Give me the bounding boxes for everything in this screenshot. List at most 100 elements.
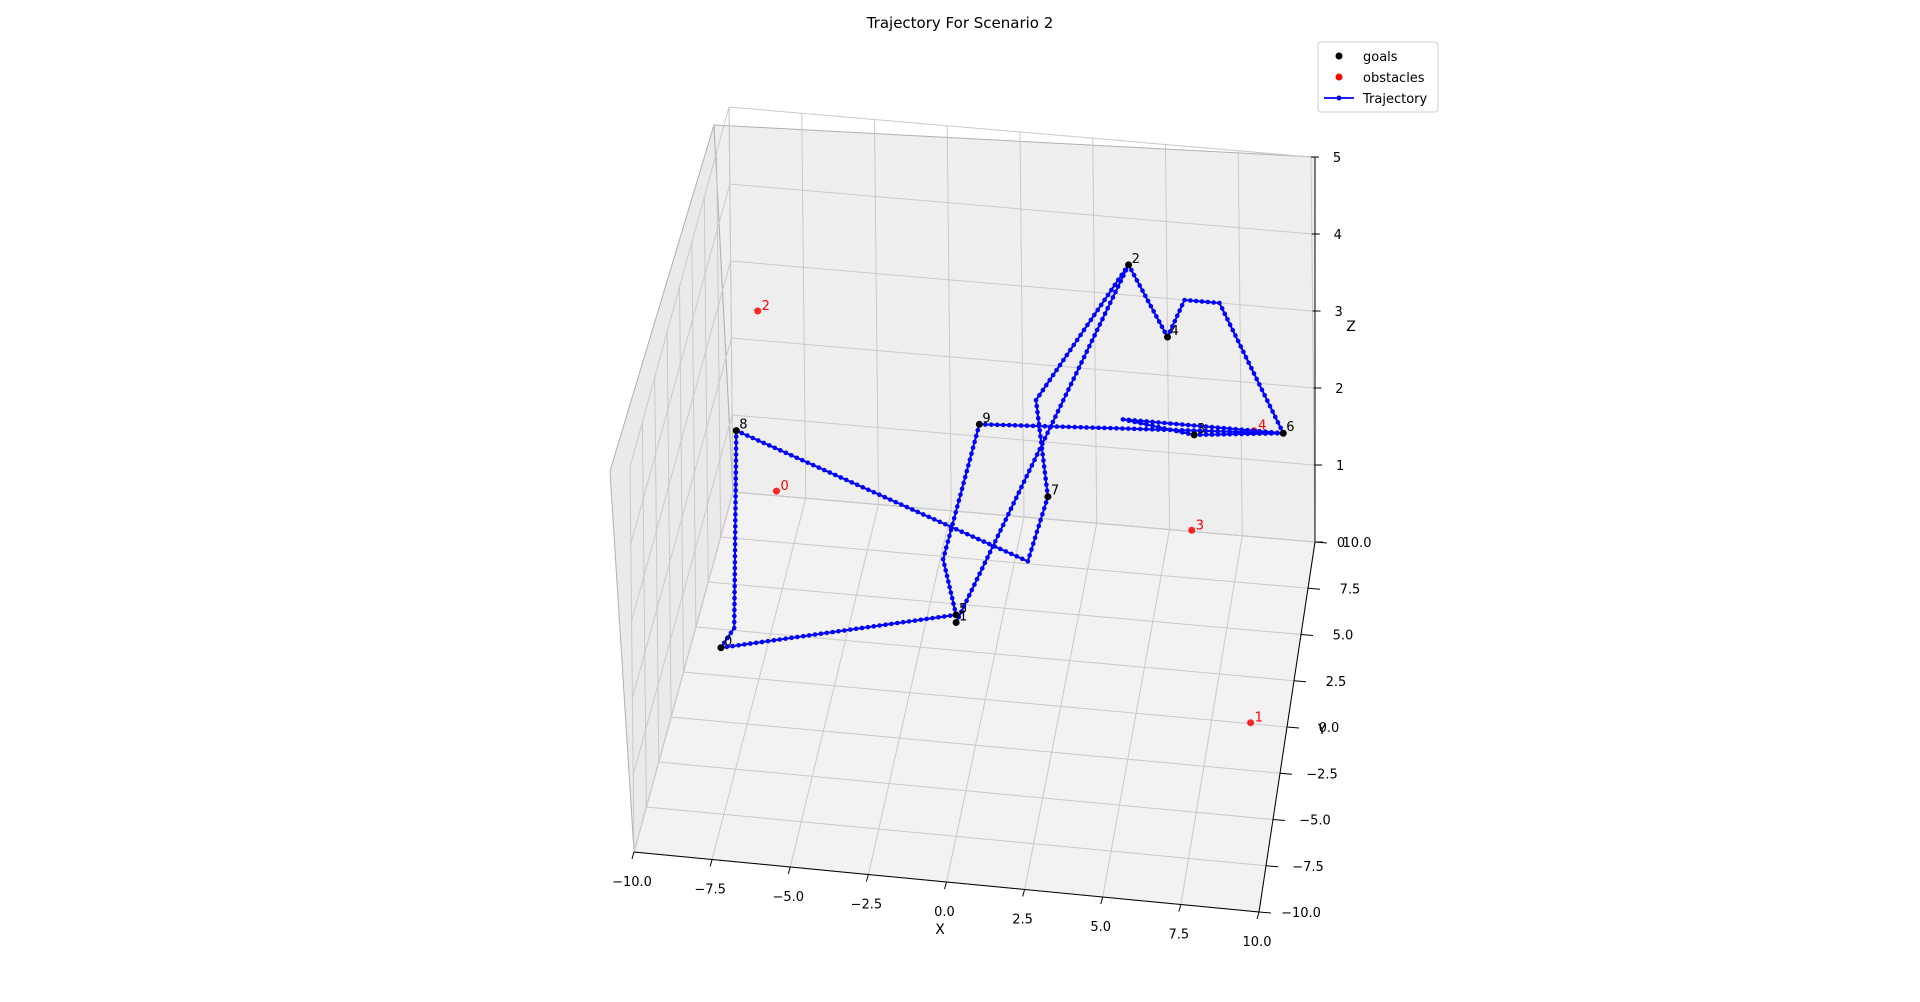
trajectory-point (981, 539, 987, 544)
trajectory-point (1038, 517, 1043, 523)
grid-line-z (629, 106, 1312, 468)
trajectory-point (1037, 427, 1043, 433)
trajectory-point (1162, 420, 1167, 426)
trajectory-point (974, 576, 980, 582)
trajectory-point (1197, 423, 1203, 429)
grid-line-z (632, 414, 1315, 776)
trajectory-point (1222, 311, 1228, 317)
trajectory-point (1241, 349, 1246, 355)
y-tick (1307, 587, 1321, 590)
legend-obstacles-marker (1335, 73, 1343, 81)
trajectory-point (1054, 424, 1060, 429)
grid-line-z (631, 337, 1314, 699)
trajectory-point (1109, 287, 1114, 293)
goal-label: 6 (1286, 420, 1294, 435)
trajectory-point (983, 422, 988, 427)
trajectory-point (1060, 424, 1066, 430)
trajectory-point (956, 498, 962, 503)
trajectory-point (893, 499, 899, 505)
trajectory-point (1036, 421, 1042, 427)
y-axis-label: Y (1317, 722, 1327, 738)
trajectory-point (1043, 476, 1048, 481)
trajectory-point (1084, 349, 1090, 354)
trajectory-point (945, 539, 951, 544)
trajectory-point (1078, 332, 1083, 338)
trajectory-point (1221, 425, 1227, 431)
goal-label: 2 (1132, 252, 1140, 267)
trajectory-point (961, 480, 966, 486)
goal-point (1279, 429, 1287, 437)
trajectory-point (1225, 316, 1230, 322)
trajectory-point (1159, 324, 1165, 329)
trajectory-point (730, 643, 735, 649)
trajectory-point (1275, 420, 1281, 425)
trajectory-point (1278, 425, 1283, 431)
x-tick-label: −7.5 (694, 883, 726, 898)
trajectory-point (972, 582, 977, 587)
trajectory-point (733, 488, 738, 493)
trajectory-point (1037, 392, 1042, 398)
trajectory-point (948, 590, 954, 595)
obstacle-label: 4 (1258, 419, 1266, 434)
trajectory-point (1274, 430, 1280, 436)
trajectory-point (1199, 299, 1205, 304)
trajectory-point (805, 460, 811, 465)
obstacle-point (1247, 719, 1255, 727)
grid-line-z (630, 183, 1312, 545)
trajectory-point (1154, 314, 1159, 319)
trajectory-point (1055, 408, 1061, 414)
trajectory-point (1144, 422, 1149, 427)
trajectory-point (1113, 289, 1118, 295)
trajectory-point (1185, 422, 1191, 428)
trajectory-point (733, 500, 738, 505)
trajectory-point (732, 547, 738, 553)
trajectory-point (1182, 297, 1187, 303)
trajectory-point (766, 443, 772, 448)
trajectory-point (1041, 458, 1046, 463)
trajectory-point (1132, 419, 1138, 425)
trajectory-point (1030, 541, 1036, 546)
trajectory-point (818, 631, 824, 637)
trajectory-point (1235, 338, 1241, 344)
trajectory-point (1000, 422, 1006, 428)
goal-point (975, 420, 983, 428)
trajectory-point (994, 422, 1000, 428)
goal-point (717, 644, 725, 652)
trajectory-point (1060, 398, 1066, 403)
trajectory-point (1084, 425, 1089, 430)
x-tick-label: 7.5 (1169, 928, 1190, 943)
trajectory-point (1058, 403, 1063, 409)
obstacle-point (772, 487, 780, 495)
trajectory-point (1044, 482, 1049, 487)
trajectory-series (718, 262, 1286, 651)
trajectory-point (1003, 517, 1009, 522)
trajectory-point (1039, 446, 1045, 451)
y-tick-label: 10.0 (1343, 536, 1372, 551)
trajectory-point (733, 476, 739, 481)
trajectory-point (1068, 381, 1074, 387)
trajectory-point (731, 619, 737, 625)
trajectory-point (1138, 420, 1144, 426)
trajectory-point (1259, 387, 1265, 393)
trajectory-point (1090, 425, 1095, 430)
trajectory-point (728, 630, 734, 636)
trajectory-point (979, 566, 985, 571)
trajectory-point (1035, 415, 1041, 421)
trajectory-point (1168, 421, 1173, 426)
trajectory-point (732, 583, 737, 589)
trajectory-point (842, 628, 847, 633)
trajectory-point (882, 494, 888, 500)
trajectory-point (1107, 300, 1113, 306)
trajectory-point (1120, 417, 1126, 422)
trajectory-point (1209, 428, 1215, 434)
trajectory-point (1102, 425, 1107, 431)
trajectory-point (1044, 382, 1049, 388)
trajectory-point (944, 545, 949, 550)
trajectory-point (1174, 421, 1179, 427)
trajectory-point (1150, 419, 1155, 425)
goal-point (1190, 431, 1198, 439)
trajectory-point (732, 607, 737, 613)
trajectory-point (733, 494, 738, 499)
goal-label: 5 (959, 602, 967, 617)
y-tick (1272, 819, 1286, 821)
